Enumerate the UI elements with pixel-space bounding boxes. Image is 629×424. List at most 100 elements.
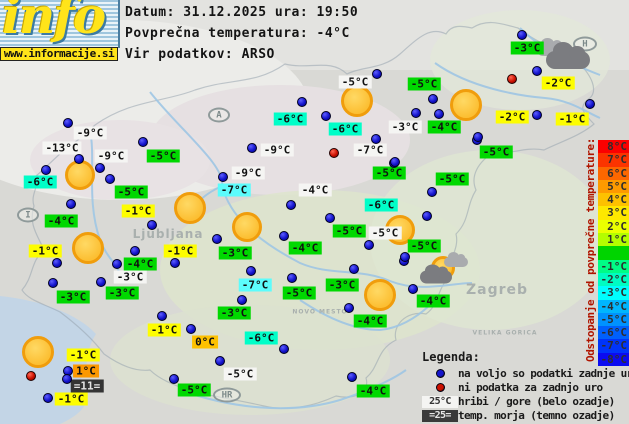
red-dot-icon [435,383,445,392]
scale-row: 6°C [598,166,629,180]
header-info: Datum: 31.12.2025 ura: 19:50 Povprečna t… [125,2,358,65]
station-dot-fresh [62,374,72,384]
city-label: VELIKA GORICA [472,329,538,337]
station-dot-fresh [66,199,76,209]
legend-item: na voljo so podatki zadnje ure [422,367,629,380]
station-temp-label: -5°C [368,226,402,240]
scale-row: -6°C [598,326,629,340]
city-label: Ljubljana [132,227,204,241]
station-dot-fresh [325,213,335,223]
station-dot-fresh [428,94,438,104]
station-dot-fresh [517,30,527,40]
station-dot-fresh [532,66,542,76]
station-dot-fresh [218,172,228,182]
legend-item-text: na voljo so podatki zadnje ure [458,367,629,380]
country-marker-hr: HR [213,387,241,403]
scale-row: 3°C [598,206,629,220]
station-dot-fresh [74,154,84,164]
legend-item-text: ni podatka za zadnjo uro [458,381,603,394]
station-dot-fresh [130,246,140,256]
station-temp-label: -5°C [282,286,316,300]
scale-row [598,246,629,260]
station-dot-fresh [212,234,222,244]
legend-chip-dark: =25= [422,409,458,422]
station-dot-fresh [246,266,256,276]
sun-icon [341,85,373,117]
station-temp-label: -6°C [328,122,362,136]
station-temp-label: -5°C [407,77,441,91]
legend-item-icon-box [422,383,458,392]
legend-item-text: hribi / gore (belo ozadje) [458,395,615,408]
station-dot-stale [26,371,36,381]
station-temp-label: -5°C [338,75,372,89]
station-temp-label: -5°C [223,367,257,381]
station-temp-label: -5°C [372,166,406,180]
sun-icon [174,192,206,224]
station-temp-label: -1°C [54,392,88,406]
city-label: Zagreb [465,282,529,298]
station-dot-fresh [400,252,410,262]
station-dot-fresh [371,134,381,144]
cloud-icon [546,42,590,69]
header-avg-temp-line: Povprečna temperatura: -4°C [125,26,350,41]
station-temp-label: -1°C [66,348,100,362]
station-temp-label: -6°C [273,112,307,126]
scale-row: -4°C [598,299,629,313]
scale-row: -8°C [598,352,629,367]
legend-item-icon-box [422,369,458,378]
sun-icon [450,89,482,121]
station-temp-label: -5°C [146,149,180,163]
station-dot-fresh [279,344,289,354]
station-temp-label: -9°C [94,149,128,163]
station-temp-label: -5°C [332,224,366,238]
legend: Legenda: na voljo so podatki zadnje ure n… [422,350,629,423]
sun-icon [65,160,95,190]
station-temp-label: -6°C [364,198,398,212]
station-dot-fresh [215,356,225,366]
station-dot-fresh [372,69,382,79]
scale-title-box: Odstopanje od povprečne temperature: [584,128,597,372]
station-dot-fresh [279,231,289,241]
station-dot-fresh [52,258,62,268]
legend-title: Legenda: [422,350,480,364]
station-temp-label: -5°C [407,239,441,253]
station-dot-fresh [43,393,53,403]
station-dot-fresh [247,143,257,153]
station-dot-fresh [532,110,542,120]
scale-row: -3°C [598,286,629,300]
station-temp-label: -7°C [353,143,387,157]
station-temp-label: -5°C [435,172,469,186]
logo-title: info [2,0,106,45]
station-temp-label: -3°C [325,278,359,292]
station-dot-fresh [48,278,58,288]
station-temp-label: -3°C [217,306,251,320]
scale-row: -5°C [598,312,629,327]
station-temp-label: -4°C [44,214,78,228]
station-dot-fresh [321,111,331,121]
station-temp-label: =11= [70,379,104,393]
station-temp-label: -2°C [495,110,529,124]
city-label: NOVO MESTO [292,308,348,316]
temperature-deviation-scale: 8°C 7°C 6°C 5°C 4°C 3°C 2°C 1°C -1°C -2°C -3°C -4°C… [598,140,629,367]
station-temp-label: -6°C [23,175,57,189]
scale-row: 4°C [598,193,629,207]
site-logo[interactable]: info www.informacije.si [0,0,120,61]
station-dot-fresh [112,259,122,269]
station-dot-fresh [347,372,357,382]
sun-icon [22,336,54,368]
station-dot-fresh [286,200,296,210]
blue-dot-icon [435,369,445,378]
legend-chip-white: 25°C [422,395,458,408]
station-dot-fresh [422,211,432,221]
station-temp-label: -4°C [416,294,450,308]
logo-url-link[interactable]: www.informacije.si [0,47,118,61]
station-temp-label: -5°C [177,383,211,397]
station-temp-label: -9°C [260,143,294,157]
scale-row: 2°C [598,219,629,234]
station-temp-label: -4°C [356,384,390,398]
station-temp-label: -6°C [244,331,278,345]
scale-row: -2°C [598,272,629,287]
station-temp-label: -7°C [238,278,272,292]
station-temp-label: -5°C [114,185,148,199]
station-temp-label: -13°C [42,141,82,155]
